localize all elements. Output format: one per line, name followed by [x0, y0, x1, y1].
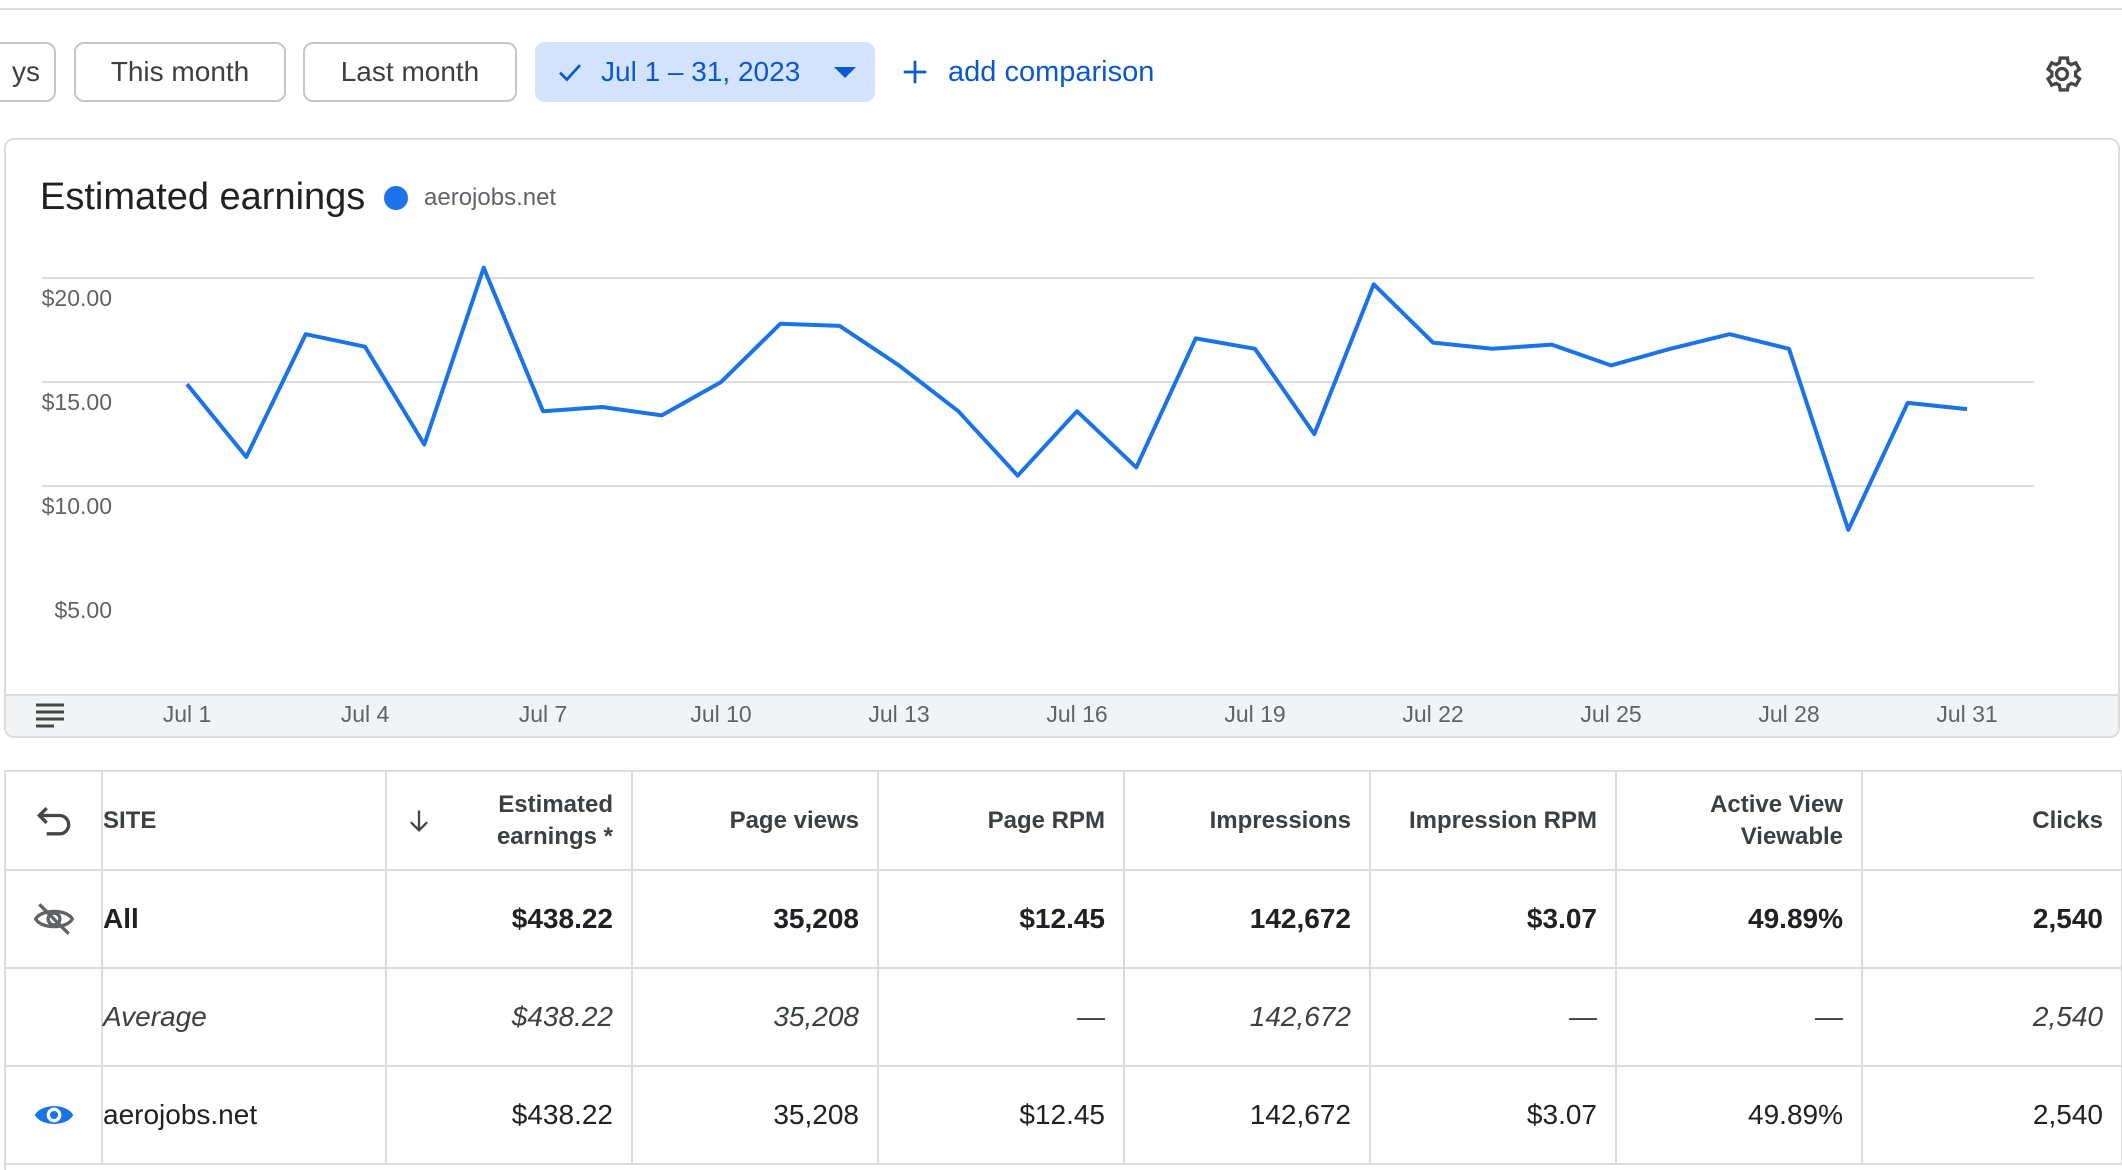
chip-label: This month: [110, 56, 250, 87]
earnings-cell: $438.22: [386, 968, 633, 1067]
earnings-chart-card: Estimated earnings aerojobs.net $20.00 $1…: [4, 138, 2120, 738]
active-view-column-header[interactable]: Active View Viewable: [1616, 772, 1863, 871]
x-tick-label: Jul 31: [1936, 701, 1997, 727]
header-label: Impressions: [1209, 806, 1351, 834]
this-month-chip[interactable]: This month: [74, 42, 286, 102]
chip-label: ys: [12, 56, 40, 87]
add-comparison-label: add comparison: [948, 55, 1155, 88]
impression-rpm-column-header[interactable]: Impression RPM: [1370, 772, 1617, 871]
page-rpm-cell: —: [878, 968, 1125, 1067]
page-rpm-cell: $12.45: [878, 870, 1125, 969]
y-tick-label: $10.00: [42, 493, 112, 519]
impressions-cell: 142,672: [1124, 1066, 1371, 1165]
legend-dot-icon: [384, 186, 408, 210]
header-label: Active View Viewable: [1710, 790, 1843, 850]
impression-rpm-cell: $3.07: [1370, 1066, 1617, 1165]
impressions-column-header[interactable]: Impressions: [1124, 772, 1371, 871]
visibility-off-icon[interactable]: [32, 897, 76, 941]
header-label: Page RPM: [987, 806, 1105, 834]
visibility-icon[interactable]: [32, 1093, 76, 1137]
page-rpm-column-header[interactable]: Page RPM: [878, 772, 1125, 871]
page-views-cell: 35,208: [632, 968, 879, 1067]
impressions-cell: 142,672: [1124, 968, 1371, 1067]
data-table-toggle-icon[interactable]: [34, 702, 66, 730]
site-cell: aerojobs.net: [102, 1066, 387, 1165]
x-tick-label: Jul 28: [1758, 701, 1819, 727]
active-view-cell: 49.89%: [1616, 870, 1863, 969]
x-tick-label: Jul 10: [690, 701, 751, 727]
header-label: Impression RPM: [1408, 806, 1597, 834]
y-tick-label: $15.00: [42, 389, 112, 415]
active-view-cell: —: [1616, 968, 1863, 1067]
sort-descending-icon[interactable]: [405, 807, 433, 835]
impression-rpm-cell: —: [1370, 968, 1617, 1067]
x-tick-label: Jul 22: [1402, 701, 1463, 727]
header-label: Estimated earnings *: [496, 790, 613, 850]
earnings-line-chart: $20.00 $15.00 $10.00 $5.00 Jul 1 Jul 4 Jul 7 Ju…: [42, 265, 2034, 727]
dropdown-caret-icon: [834, 66, 857, 78]
date-filter-toolbar: ys This month Last month Jul 1 – 31, 202…: [0, 42, 2122, 106]
chip-label: Last month: [340, 56, 480, 87]
page-views-cell: 35,208: [632, 1066, 879, 1165]
site-cell: Average: [102, 968, 387, 1067]
x-tick-label: Jul 13: [868, 701, 929, 727]
chart-legend[interactable]: aerojobs.net: [384, 184, 556, 212]
legend-label: aerojobs.net: [424, 184, 557, 211]
site-cell: All: [102, 870, 387, 969]
impressions-cell: 142,672: [1124, 870, 1371, 969]
visibility-toggle-cell[interactable]: [6, 1066, 103, 1165]
clicks-column-header[interactable]: Clicks: [1862, 772, 2122, 871]
y-tick-label: $20.00: [42, 285, 112, 311]
table-row-average: Average $438.22 35,208 — 142,672 — — 2,5…: [6, 968, 2122, 1067]
site-header-label: SITE: [103, 806, 157, 834]
impression-rpm-cell: $3.07: [1370, 870, 1617, 969]
clicks-cell: 2,540: [1862, 870, 2122, 969]
gear-icon[interactable]: [2040, 52, 2084, 96]
y-tick-label: $5.00: [54, 597, 112, 623]
table-row-site[interactable]: aerojobs.net $438.22 35,208 $12.45 142,6…: [6, 1066, 2122, 1165]
x-tick-label: Jul 7: [519, 701, 568, 727]
x-tick-label: Jul 25: [1580, 701, 1641, 727]
undo-icon[interactable]: [32, 799, 76, 843]
report-table: SITE Estimated earnings * Page views Pag…: [4, 770, 2122, 1170]
x-tick-label: Jul 19: [1224, 701, 1285, 727]
x-axis-band: [6, 694, 2118, 736]
page-rpm-cell: $12.45: [878, 1066, 1125, 1165]
page-views-cell: 35,208: [632, 870, 879, 969]
date-preset-chip-partial[interactable]: ys: [0, 42, 56, 102]
estimated-earnings-column-header[interactable]: Estimated earnings *: [386, 772, 633, 871]
x-tick-label: Jul 1: [163, 701, 212, 727]
plus-icon: [903, 60, 927, 84]
top-divider: [0, 8, 2122, 10]
empty-icon-cell: [6, 968, 103, 1067]
earnings-cell: $438.22: [386, 1066, 633, 1165]
last-month-chip[interactable]: Last month: [303, 42, 517, 102]
x-tick-label: Jul 4: [341, 701, 390, 727]
x-tick-label: Jul 16: [1046, 701, 1107, 727]
reset-header-cell[interactable]: [6, 772, 103, 871]
chart-title: Estimated earnings: [40, 176, 366, 218]
active-view-cell: 49.89%: [1616, 1066, 1863, 1165]
earnings-cell: $438.22: [386, 870, 633, 969]
table-row-all[interactable]: All $438.22 35,208 $12.45 142,672 $3.07 …: [6, 870, 2122, 969]
header-label: Clicks: [2032, 806, 2103, 834]
visibility-toggle-cell[interactable]: [6, 870, 103, 969]
series-line-aerojobs: [185, 265, 1968, 532]
clicks-cell: 2,540: [1862, 1066, 2122, 1165]
site-column-header[interactable]: SITE: [102, 772, 387, 871]
add-comparison-button[interactable]: add comparison: [900, 42, 1154, 102]
date-range-chip[interactable]: Jul 1 – 31, 2023: [535, 42, 875, 102]
table-header-row: SITE Estimated earnings * Page views Pag…: [6, 772, 2122, 871]
date-range-label: Jul 1 – 31, 2023: [601, 56, 801, 87]
page-views-column-header[interactable]: Page views: [632, 772, 879, 871]
check-icon: [559, 64, 582, 82]
header-label: Page views: [729, 806, 859, 834]
clicks-cell: 2,540: [1862, 968, 2122, 1067]
